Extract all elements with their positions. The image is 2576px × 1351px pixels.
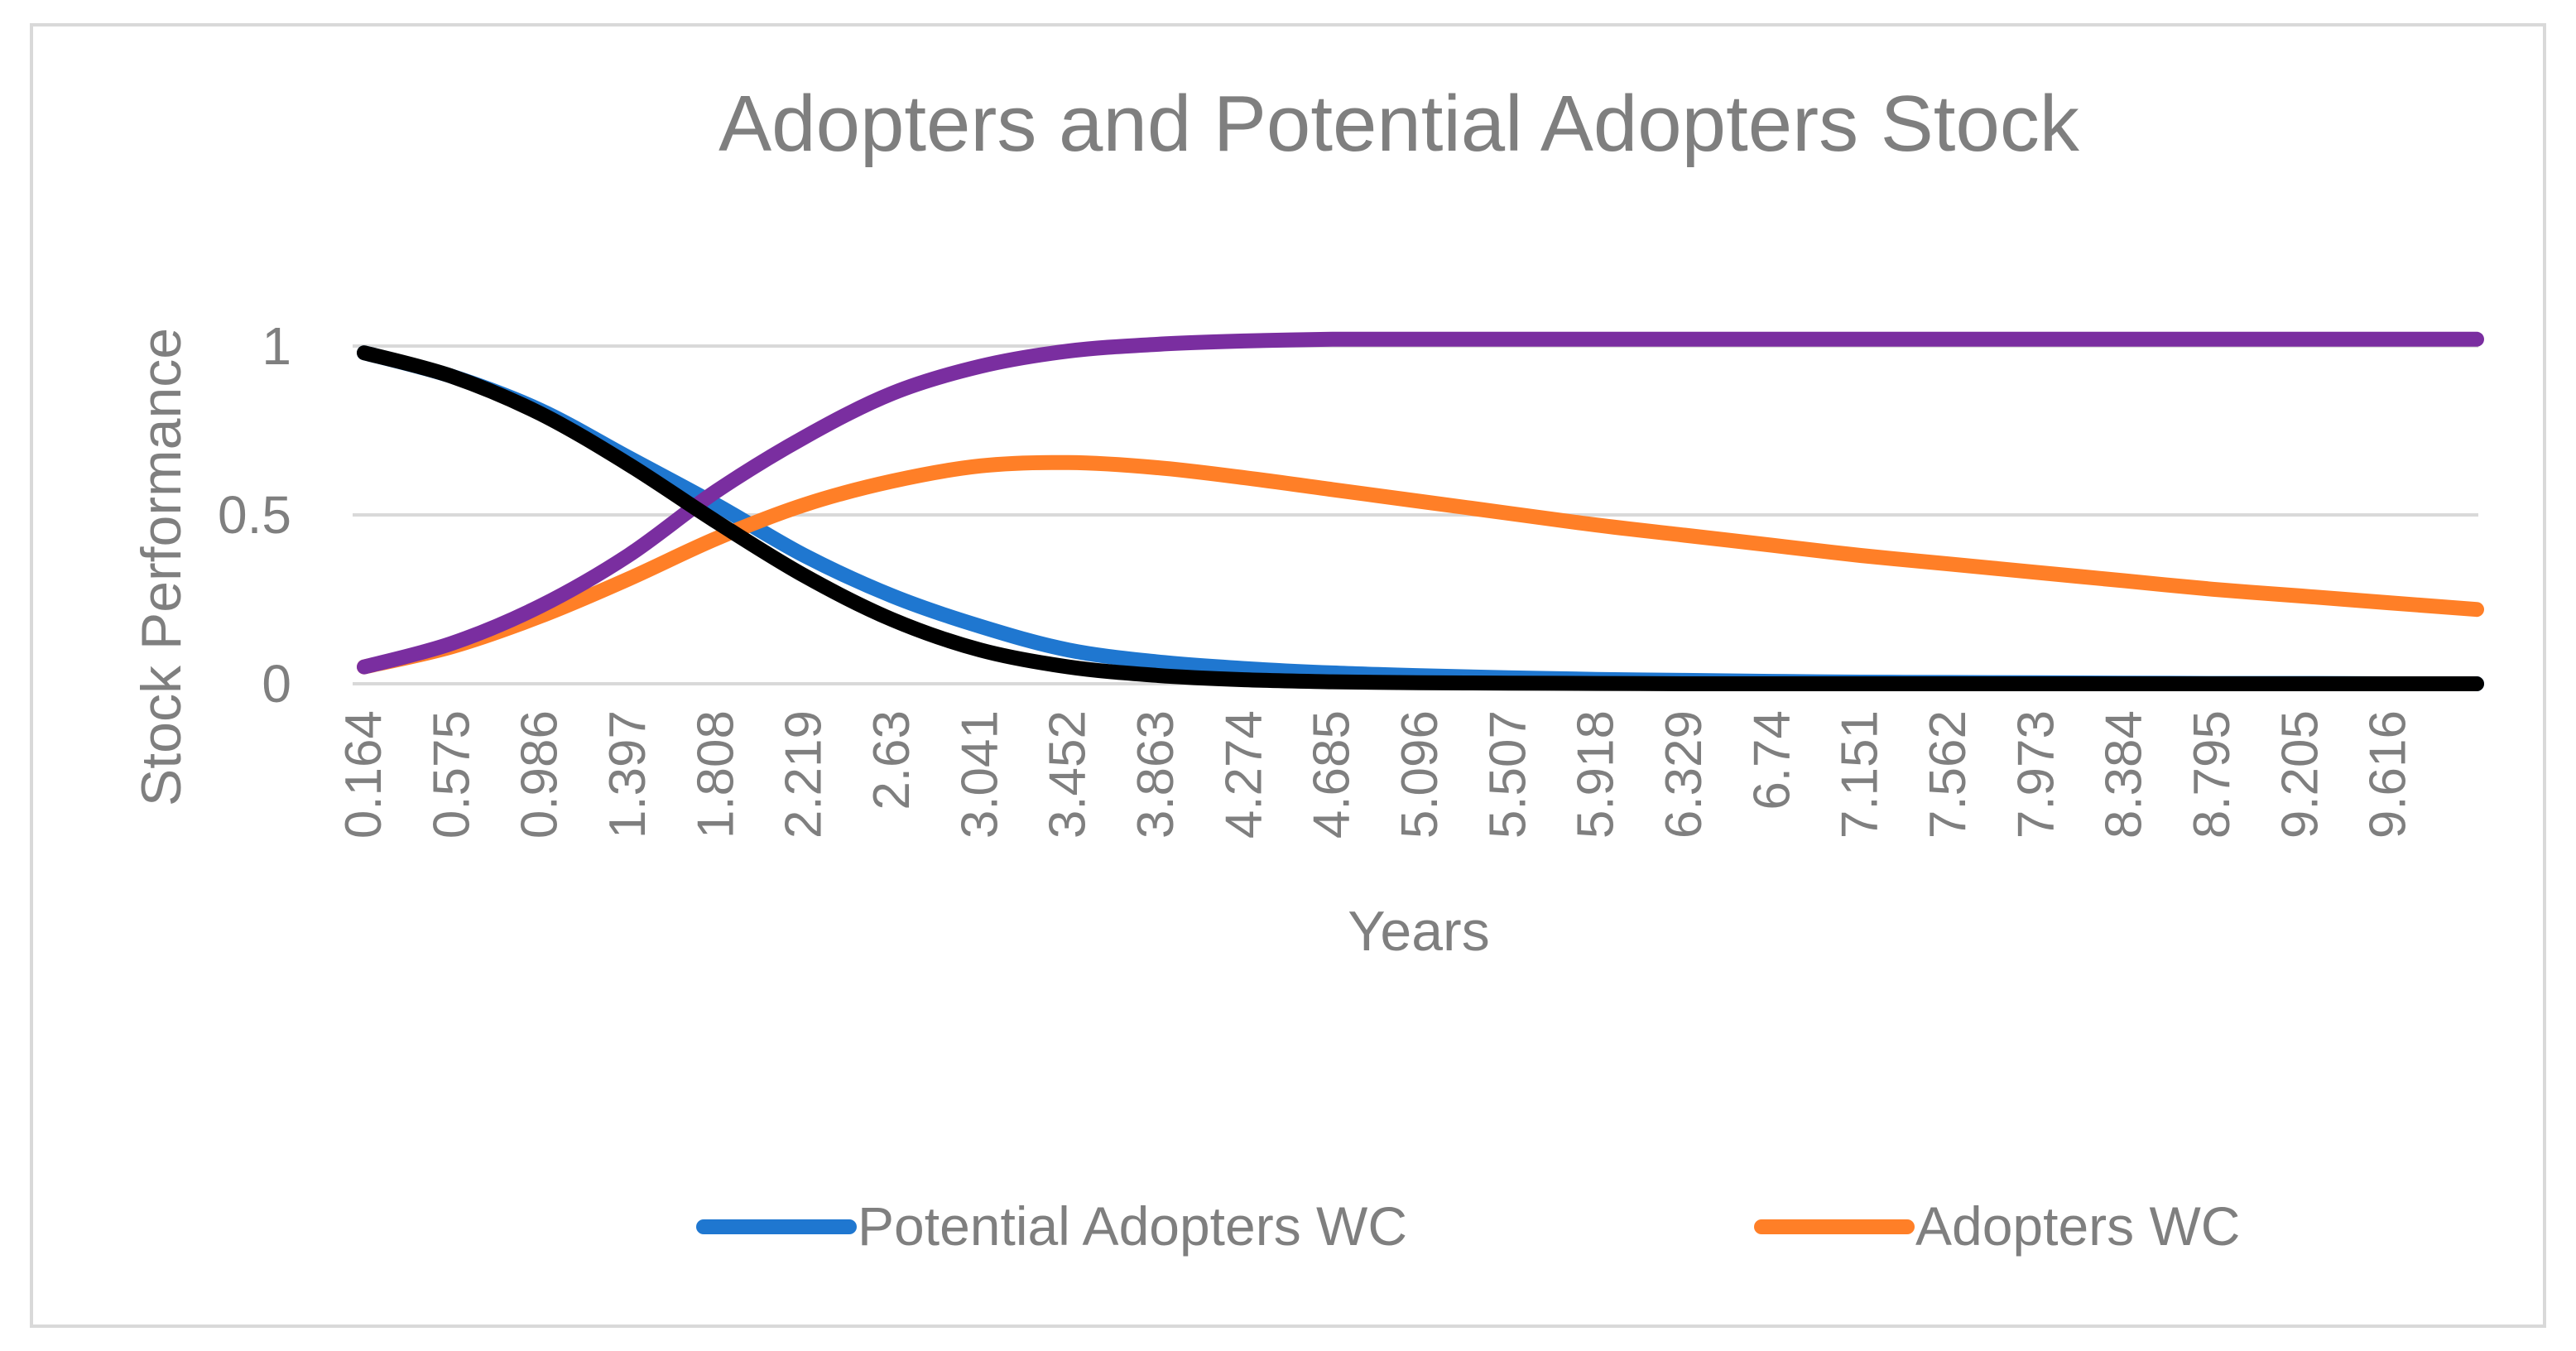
y-axis-label: Stock Performance (130, 328, 193, 806)
y-tick-label: 1 (262, 316, 291, 376)
x-tick-label: 7.562 (1920, 710, 1977, 839)
x-tick-label: 3.452 (1040, 710, 1097, 839)
x-tick-label: 5.507 (1479, 710, 1536, 839)
x-tick-label: 5.918 (1568, 710, 1625, 839)
y-axis-ticks: 00.51 (218, 316, 291, 714)
x-axis-label: Years (1348, 900, 1489, 963)
x-tick-label: 9.205 (2271, 710, 2328, 839)
series-line-4 (357, 345, 2484, 692)
x-tick-label: 5.096 (1391, 710, 1449, 839)
x-tick-label: 0.986 (512, 710, 569, 839)
legend-label: Potential Adopters WC (858, 1195, 1407, 1257)
x-tick-label: 8.384 (2096, 710, 2153, 839)
legend-label: Adopters WC (1915, 1195, 2240, 1257)
y-tick-label: 0.5 (218, 485, 291, 545)
x-tick-label: 1.397 (599, 710, 656, 839)
x-tick-label: 8.795 (2184, 710, 2241, 839)
x-tick-label: 0.575 (423, 710, 480, 839)
y-tick-label: 0 (262, 654, 291, 714)
chart-title: Adopters and Potential Adopters Stock (718, 79, 2080, 168)
x-tick-label: 2.219 (776, 710, 833, 839)
x-tick-label: 7.151 (1832, 710, 1889, 839)
series-line-3 (357, 331, 2484, 675)
x-tick-label: 6.329 (1656, 710, 1713, 839)
legend: Potential Adopters WC Adopters WC (696, 1195, 2240, 1257)
series-line-2 (357, 454, 2484, 675)
x-tick-label: 6.74 (1743, 710, 1800, 810)
x-tick-label: 4.274 (1215, 710, 1272, 839)
x-tick-label: 4.685 (1304, 710, 1361, 839)
x-tick-label: 7.973 (2007, 710, 2064, 839)
x-tick-label: 3.041 (951, 710, 1008, 839)
series-lines (357, 331, 2484, 692)
x-tick-label: 2.63 (863, 710, 920, 810)
x-tick-label: 1.808 (687, 710, 744, 839)
x-axis-ticks: 0.164 0.575 0.986 1.397 1.808 2.219 2.63 3.041 3… (335, 710, 2417, 839)
x-tick-label: 9.616 (2360, 710, 2417, 839)
x-tick-label: 3.863 (1127, 710, 1185, 839)
x-tick-label: 0.164 (335, 710, 392, 839)
